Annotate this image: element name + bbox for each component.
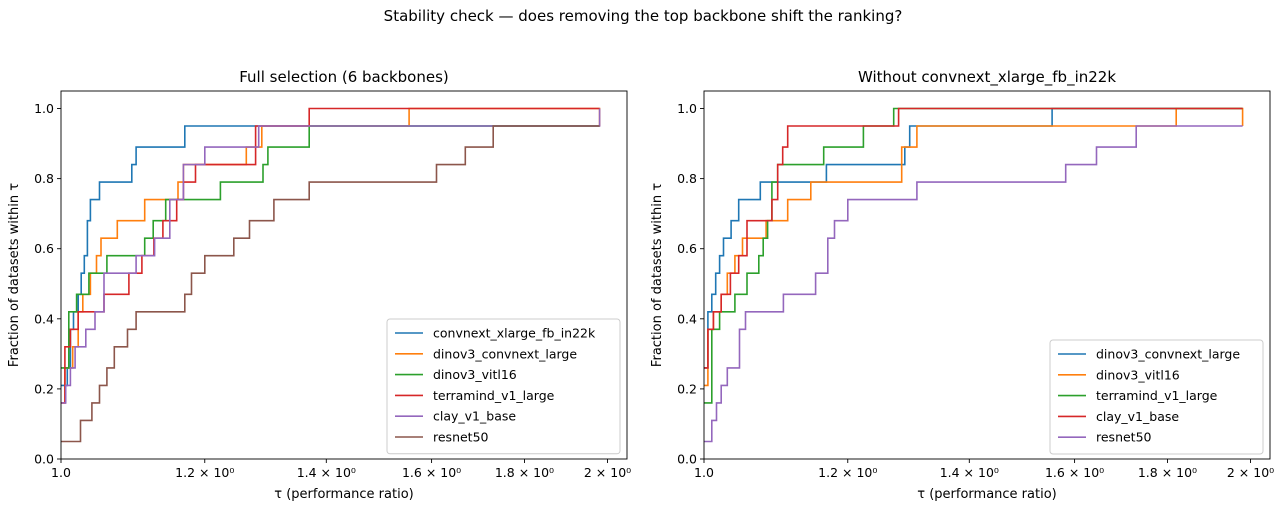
x-axis-label: τ (performance ratio) — [917, 487, 1056, 502]
chart-panel-1: 1.0 1.2 × 10⁰ 1.4 × 10⁰ 1.6 × 10⁰ 1.8 × 10⁰ 2… — [7, 68, 631, 502]
series-line-dinov3_convnext_large — [61, 107, 601, 404]
legend-label-clay_v1_base: clay_v1_base — [433, 409, 516, 424]
series-line-resnet50 — [704, 125, 1243, 443]
y-tick-label: 1.0 — [34, 101, 54, 116]
series-line-resnet50 — [61, 125, 600, 443]
series-lines — [704, 107, 1244, 443]
y-tick-label: 0.2 — [677, 381, 697, 396]
series-line-clay_v1_base — [61, 108, 601, 404]
legend-label-convnext_xlarge_fb_in22k: convnext_xlarge_fb_in22k — [433, 326, 596, 341]
y-axis-label: Fraction of datasets within τ — [7, 183, 22, 367]
legend: dinov3_convnext_large dinov3_vitl16terram… — [1049, 339, 1264, 455]
legend-label-dinov3_vitl16: dinov3_vitl16 — [433, 367, 517, 382]
legend-label-dinov3_convnext_large: dinov3_convnext_large — [1096, 347, 1240, 362]
x-axis-label: τ (performance ratio) — [274, 487, 413, 502]
y-tick-label: 0.6 — [34, 241, 54, 256]
y-tick-label: 0.4 — [677, 311, 697, 326]
legend-label-dinov3_vitl16: dinov3_vitl16 — [1096, 367, 1180, 382]
x-tick-label: 1.0 — [694, 465, 714, 480]
panel-title: Full selection (6 backbones) — [239, 68, 449, 86]
series-lines — [61, 107, 601, 443]
legend: convnext_xlarge_fb_in22k dinov3_convnext_… — [386, 318, 621, 455]
y-axis-label: Fraction of datasets within τ — [650, 183, 665, 367]
legend-label-resnet50: resnet50 — [1096, 430, 1152, 445]
x-tick-label: 1.2 × 10⁰ — [818, 465, 877, 480]
x-tick-label: 1.2 × 10⁰ — [175, 465, 234, 480]
y-tick-label: 0.8 — [34, 171, 54, 186]
y-tick-label: 0.6 — [677, 241, 697, 256]
series-line-dinov3_convnext_large — [704, 107, 1243, 369]
x-tick-label: 1.8 × 10⁰ — [1138, 465, 1197, 480]
x-tick-label: 1.0 — [51, 465, 71, 480]
y-tick-label: 1.0 — [677, 101, 697, 116]
x-tick-label: 2 × 10⁰ — [584, 465, 631, 480]
y-tick-label: 0.2 — [34, 381, 54, 396]
figure-suptitle: Stability check — does removing the top … — [383, 7, 903, 25]
axes-frame — [703, 90, 1271, 460]
y-tick-label: 0.0 — [677, 452, 697, 467]
x-tick-label: 1.6 × 10⁰ — [402, 465, 461, 480]
y-tick-label: 0.4 — [34, 311, 54, 326]
series-line-dinov3_vitl16 — [61, 125, 600, 369]
legend-label-dinov3_convnext_large: dinov3_convnext_large — [433, 346, 577, 361]
legend-label-terramind_v1_large: terramind_v1_large — [433, 388, 555, 403]
x-tick-label: 1.4 × 10⁰ — [940, 465, 999, 480]
y-tick-label: 0.8 — [677, 171, 697, 186]
x-tick-label: 1.6 × 10⁰ — [1045, 465, 1104, 480]
x-tick-label: 2 × 10⁰ — [1227, 465, 1274, 480]
legend-box — [1049, 339, 1264, 455]
series-line-terramind_v1_large — [704, 107, 1243, 404]
series-line-clay_v1_base — [704, 107, 1243, 369]
legend-label-terramind_v1_large: terramind_v1_large — [1096, 388, 1218, 403]
x-tick-label: 1.4 × 10⁰ — [297, 465, 356, 480]
legend-label-resnet50: resnet50 — [433, 430, 489, 445]
legend-box — [386, 318, 621, 455]
legend-label-clay_v1_base: clay_v1_base — [1096, 409, 1179, 424]
chart-panel-2: 1.0 1.2 × 10⁰ 1.4 × 10⁰ 1.6 × 10⁰ 1.8 × 10⁰ 2… — [650, 68, 1274, 502]
panel-title: Without convnext_xlarge_fb_in22k — [858, 68, 1116, 87]
y-tick-label: 0.0 — [34, 452, 54, 467]
x-tick-label: 1.8 × 10⁰ — [495, 465, 554, 480]
axes-frame — [60, 90, 628, 460]
